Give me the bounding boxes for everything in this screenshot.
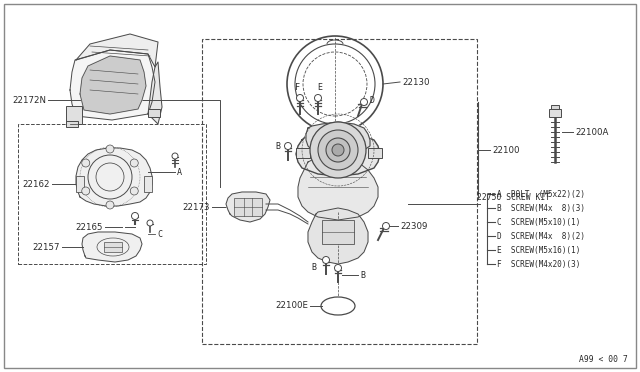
Circle shape [172, 153, 178, 159]
Bar [144, 176, 152, 192]
Circle shape [147, 220, 153, 226]
Text: B: B [275, 141, 280, 151]
Polygon shape [308, 208, 368, 264]
Circle shape [296, 94, 303, 102]
Polygon shape [306, 122, 370, 156]
Bar [18, 124, 206, 264]
Bar [296, 148, 310, 158]
Polygon shape [76, 148, 152, 206]
Polygon shape [226, 192, 270, 222]
Polygon shape [80, 56, 146, 114]
Circle shape [131, 187, 138, 195]
Circle shape [106, 145, 114, 153]
Circle shape [131, 159, 138, 167]
Text: 22162: 22162 [22, 180, 50, 189]
Circle shape [326, 138, 350, 162]
Text: B: B [360, 270, 365, 279]
Text: F: F [296, 83, 301, 92]
Polygon shape [148, 62, 162, 124]
Text: C  SCREW(M5x10)(1): C SCREW(M5x10)(1) [497, 218, 580, 227]
Circle shape [285, 142, 291, 150]
Circle shape [310, 122, 366, 178]
Polygon shape [76, 34, 158, 67]
Circle shape [82, 159, 90, 167]
Bar [549, 109, 561, 117]
Polygon shape [82, 232, 142, 262]
Text: E: E [317, 83, 323, 92]
Circle shape [318, 130, 358, 170]
Bar [76, 176, 84, 192]
Circle shape [332, 144, 344, 156]
Text: 22100: 22100 [492, 145, 520, 154]
Text: C: C [157, 230, 162, 238]
Circle shape [383, 222, 390, 230]
Text: A: A [177, 167, 182, 176]
Circle shape [335, 264, 342, 272]
Bar [368, 148, 382, 158]
Text: D  SCREW(M4x  8)(2): D SCREW(M4x 8)(2) [497, 231, 585, 241]
Text: 22100A: 22100A [575, 128, 609, 137]
Bar [66, 106, 82, 124]
Text: 22100E: 22100E [275, 301, 308, 311]
Polygon shape [298, 158, 378, 220]
Polygon shape [296, 132, 380, 176]
Text: D: D [370, 96, 375, 105]
Text: 22172N: 22172N [12, 96, 46, 105]
Text: E  SCREW(M5x16)(1): E SCREW(M5x16)(1) [497, 246, 580, 254]
Circle shape [131, 212, 138, 219]
Circle shape [106, 201, 114, 209]
Circle shape [360, 99, 367, 106]
Text: 22750 SCREW KIT: 22750 SCREW KIT [477, 192, 550, 202]
Text: 22309: 22309 [400, 221, 428, 231]
Text: B: B [311, 263, 316, 273]
Bar [234, 198, 262, 216]
Bar [148, 109, 160, 117]
Circle shape [82, 187, 90, 195]
Text: B  SCREW(M4x  8)(3): B SCREW(M4x 8)(3) [497, 203, 585, 212]
Circle shape [323, 257, 330, 263]
Text: F  SCREW(M4x20)(3): F SCREW(M4x20)(3) [497, 260, 580, 269]
Bar [66, 121, 78, 127]
Text: 22173: 22173 [182, 202, 210, 212]
Text: A99 < 00 7: A99 < 00 7 [579, 356, 628, 365]
Polygon shape [70, 50, 155, 120]
Text: A  BOLT  (M5x22)(2): A BOLT (M5x22)(2) [497, 189, 585, 199]
Text: 22157: 22157 [33, 243, 60, 251]
Text: 22130: 22130 [402, 77, 429, 87]
Bar [551, 105, 559, 109]
Bar [202, 39, 477, 344]
Text: 22165: 22165 [76, 222, 103, 231]
Bar [104, 242, 122, 252]
Bar [322, 220, 354, 244]
Circle shape [314, 94, 321, 102]
